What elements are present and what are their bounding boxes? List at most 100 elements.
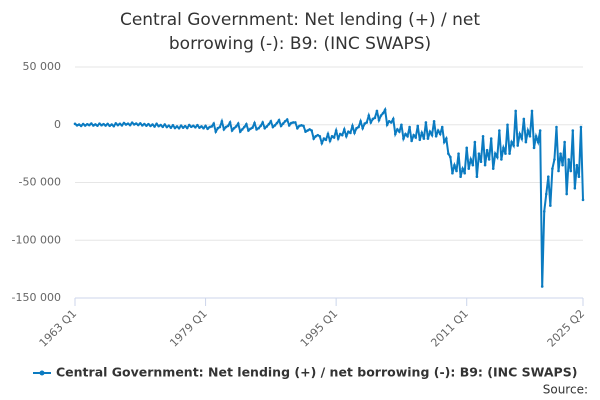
point (147, 122, 150, 126)
y-tick-label: -150 000 (12, 291, 61, 304)
point (326, 132, 330, 136)
point (457, 152, 460, 155)
point (306, 129, 309, 132)
point (275, 121, 279, 125)
point (394, 132, 397, 136)
point (259, 124, 262, 128)
point (92, 124, 95, 127)
point (475, 175, 479, 179)
point (187, 123, 191, 127)
point (281, 122, 285, 125)
point (449, 155, 452, 159)
point (544, 192, 548, 196)
point (355, 126, 358, 130)
point (145, 124, 148, 127)
point (214, 130, 218, 133)
point (124, 123, 128, 126)
point (510, 140, 513, 144)
point (461, 167, 464, 170)
point (198, 126, 201, 129)
point (208, 125, 211, 129)
y-tick-label: 0 (54, 118, 61, 131)
point (322, 137, 326, 140)
point (361, 126, 364, 130)
point (477, 152, 481, 155)
point (90, 122, 93, 125)
point (465, 146, 469, 150)
point (473, 140, 477, 144)
point (304, 130, 307, 133)
point (463, 171, 466, 175)
point (557, 169, 560, 173)
point (273, 124, 277, 127)
point (300, 124, 303, 127)
point (493, 152, 497, 155)
point (540, 285, 544, 288)
point (151, 123, 154, 126)
point (518, 132, 522, 136)
point (206, 127, 209, 131)
point (134, 122, 138, 125)
point (565, 192, 568, 196)
point (155, 122, 158, 126)
point (500, 158, 503, 161)
point (345, 135, 348, 138)
point (253, 121, 256, 125)
point (224, 125, 228, 129)
point (120, 124, 124, 127)
point (379, 114, 383, 117)
point (398, 130, 401, 133)
point (169, 126, 173, 129)
point (216, 126, 220, 130)
point (351, 124, 354, 128)
point (336, 137, 340, 140)
point (100, 123, 103, 127)
point (222, 128, 226, 131)
point (249, 127, 252, 131)
point (453, 163, 456, 167)
point (334, 129, 338, 132)
point (389, 121, 393, 124)
legend-marker (39, 370, 45, 376)
point (549, 204, 552, 207)
point (173, 126, 177, 130)
point (161, 125, 165, 129)
point (402, 137, 405, 140)
point (277, 118, 281, 122)
point (236, 122, 240, 125)
x-tick-label: 2025 Q2 (545, 307, 588, 350)
point (471, 163, 475, 167)
point (163, 123, 167, 126)
point (534, 135, 538, 138)
point (481, 135, 485, 138)
point (383, 108, 387, 112)
point (79, 124, 83, 128)
point (573, 186, 577, 190)
point (183, 124, 187, 128)
point (561, 163, 564, 167)
point (226, 124, 230, 128)
point (581, 198, 585, 202)
point (487, 158, 491, 161)
point (75, 124, 79, 127)
point (547, 175, 550, 179)
point (102, 122, 105, 126)
point (400, 123, 403, 127)
point (130, 121, 134, 124)
point (238, 130, 242, 133)
point (412, 133, 415, 137)
point (579, 125, 583, 129)
point (451, 171, 454, 175)
point (98, 122, 101, 126)
point (416, 124, 420, 128)
point (240, 128, 244, 131)
point (418, 138, 422, 142)
point (175, 125, 179, 128)
point (81, 122, 85, 126)
chart-title: Central Government: Net lending (+) / ne… (119, 10, 481, 54)
point (261, 121, 264, 124)
point (434, 135, 438, 138)
point (363, 122, 367, 125)
point (428, 130, 432, 133)
point (504, 152, 507, 155)
